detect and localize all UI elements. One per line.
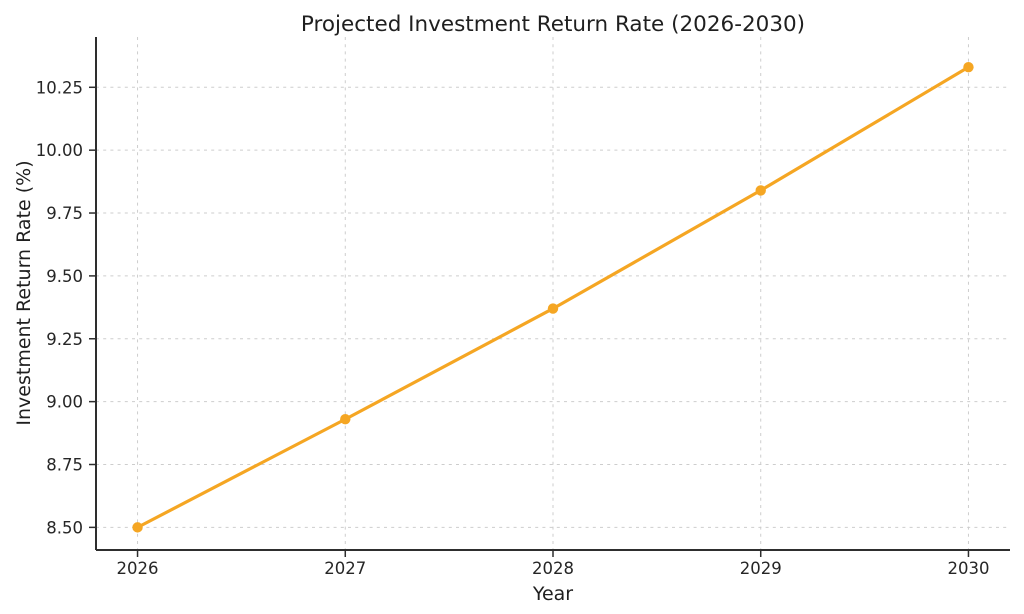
data-point	[132, 522, 143, 533]
x-tick-label: 2029	[740, 559, 782, 578]
y-tick-label: 9.00	[46, 393, 83, 412]
y-tick-label: 9.50	[46, 267, 83, 286]
grid-lines	[96, 37, 1010, 550]
y-tick-label: 10.00	[36, 141, 83, 160]
chart-title: Projected Investment Return Rate (2026-2…	[301, 12, 805, 37]
x-tick-label: 2026	[117, 559, 159, 578]
data-series	[132, 61, 974, 533]
y-tick-label: 10.25	[36, 78, 83, 97]
x-axis-label: Year	[532, 583, 573, 605]
y-tick-label: 8.75	[46, 456, 83, 475]
data-point	[340, 414, 351, 425]
x-tick-label: 2030	[947, 559, 989, 578]
data-point	[755, 185, 766, 196]
data-point	[547, 303, 559, 314]
x-tick-label: 2028	[532, 559, 574, 578]
x-tick-label: 2027	[324, 559, 366, 578]
y-tick-label: 9.75	[46, 204, 83, 223]
axes	[89, 37, 1010, 557]
y-axis-label: Investment Return Rate (%)	[13, 160, 35, 425]
y-tick-label: 9.25	[46, 330, 83, 349]
y-tick-label: 8.50	[46, 518, 83, 537]
tick-labels: 2026 2027 2028 2029 2030 8.50 8.75 9.00 9.25 9.50…	[36, 78, 990, 578]
data-point	[963, 61, 974, 73]
